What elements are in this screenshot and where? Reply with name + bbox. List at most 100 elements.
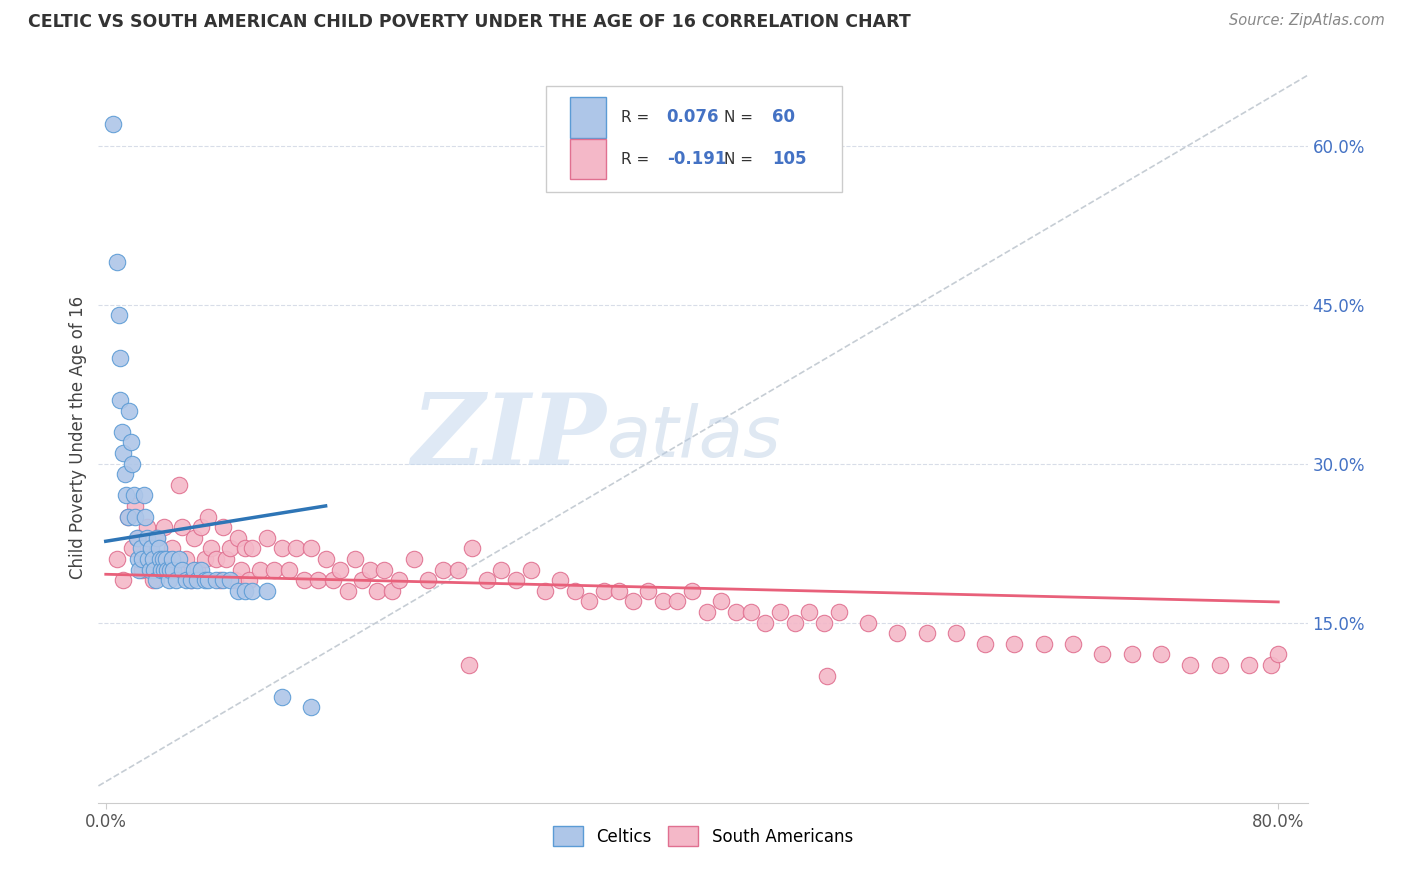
Point: [108, 308, 131, 322]
Point: [167, 552, 190, 566]
Text: -0.191: -0.191: [666, 150, 725, 168]
Point: [160, 541, 183, 556]
Text: R =: R =: [621, 152, 654, 167]
Point: [197, 509, 219, 524]
Point: [292, 573, 315, 587]
Point: [160, 552, 183, 566]
Point: [107, 552, 129, 566]
FancyBboxPatch shape: [569, 139, 606, 179]
Point: [520, 563, 543, 577]
Point: [285, 541, 308, 556]
Point: [458, 658, 481, 673]
Point: [122, 488, 145, 502]
Point: [121, 541, 143, 556]
Point: [666, 594, 689, 608]
Point: [162, 563, 184, 577]
Point: [156, 552, 179, 566]
Point: [156, 563, 179, 577]
Point: [681, 583, 703, 598]
Point: [118, 403, 141, 417]
Point: [128, 563, 150, 577]
Point: [121, 457, 143, 471]
Point: [461, 541, 484, 556]
Point: [270, 541, 292, 556]
Point: [827, 605, 849, 619]
Point: [240, 541, 263, 556]
Point: [263, 563, 285, 577]
Point: [578, 594, 600, 608]
Point: [120, 435, 142, 450]
Point: [131, 563, 153, 577]
Point: [564, 583, 586, 598]
Point: [813, 615, 835, 630]
Point: [200, 541, 222, 556]
Point: [138, 541, 160, 556]
Point: [183, 563, 205, 577]
Point: [1180, 658, 1202, 673]
Point: [637, 583, 659, 598]
Point: [1062, 637, 1084, 651]
Point: [129, 541, 152, 556]
Point: [212, 573, 235, 587]
Point: [135, 520, 157, 534]
Text: 105: 105: [772, 150, 807, 168]
Point: [165, 563, 187, 577]
Point: [224, 573, 246, 587]
Point: [212, 520, 235, 534]
FancyBboxPatch shape: [569, 97, 606, 137]
Point: [186, 563, 208, 577]
Point: [226, 531, 249, 545]
Point: [651, 594, 673, 608]
Text: atlas: atlas: [606, 402, 780, 472]
Point: [446, 563, 468, 577]
Point: [418, 573, 440, 587]
Point: [491, 563, 513, 577]
Point: [170, 563, 193, 577]
Text: 60: 60: [772, 109, 794, 127]
Point: [593, 583, 616, 598]
Point: [799, 605, 821, 619]
Point: [183, 531, 205, 545]
Point: [111, 425, 134, 439]
Point: [127, 552, 149, 566]
Point: [534, 583, 557, 598]
Point: [432, 563, 454, 577]
Point: [343, 552, 366, 566]
Point: [233, 541, 256, 556]
Point: [127, 531, 149, 545]
Point: [170, 520, 193, 534]
Point: [153, 563, 176, 577]
Point: [352, 573, 374, 587]
Point: [388, 573, 411, 587]
Point: [696, 605, 718, 619]
Point: [112, 573, 135, 587]
Point: [607, 583, 630, 598]
Point: [148, 541, 170, 556]
Point: [167, 477, 190, 491]
Point: [229, 563, 252, 577]
Point: [1091, 648, 1114, 662]
Point: [197, 573, 219, 587]
Point: [117, 509, 139, 524]
Point: [1121, 648, 1143, 662]
Point: [238, 573, 260, 587]
Point: [132, 488, 155, 502]
Point: [117, 509, 139, 524]
Text: R =: R =: [621, 110, 654, 125]
Point: [145, 573, 167, 587]
Point: [1032, 637, 1054, 651]
Point: [336, 583, 359, 598]
Point: [219, 573, 242, 587]
Text: N =: N =: [724, 152, 758, 167]
Point: [548, 573, 571, 587]
Point: [1208, 658, 1230, 673]
Point: [815, 668, 838, 682]
Point: [724, 605, 747, 619]
Point: [186, 573, 208, 587]
Point: [1150, 648, 1173, 662]
Point: [1004, 637, 1026, 651]
Point: [209, 573, 232, 587]
Point: [740, 605, 762, 619]
Point: [322, 573, 344, 587]
Point: [621, 594, 644, 608]
